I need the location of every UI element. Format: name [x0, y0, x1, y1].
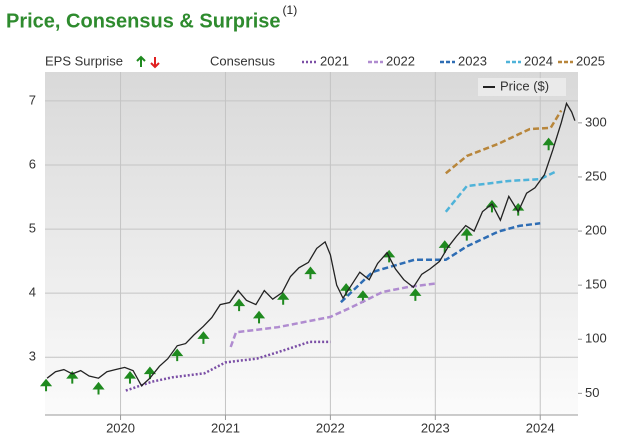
consensus-label: Consensus: [210, 53, 276, 68]
legend-label: 2023: [458, 53, 487, 68]
surprise-arrow: [66, 371, 79, 384]
surprise-arrow: [438, 240, 451, 253]
x-tick-label: 2024: [526, 420, 555, 435]
consensus-line: [340, 222, 541, 304]
surprise-arrow: [252, 310, 266, 324]
x-tick-label: 2022: [316, 420, 345, 435]
surprise-arrow: [92, 381, 105, 395]
legend: Consensus EPS Surprise 2021 2022 2023 2024 20…: [45, 53, 605, 96]
surprise-arrow: [277, 292, 290, 305]
legend-label: 2025: [576, 53, 605, 68]
legend-label: EPS Surprise: [45, 53, 123, 68]
x-tick-label: 2020: [106, 420, 135, 435]
price-legend-box: [478, 78, 566, 96]
y2-tick-label: 100: [585, 331, 607, 346]
consensus-line: [444, 170, 557, 213]
plot-area: [45, 72, 578, 415]
surprise-arrow: [304, 266, 317, 280]
surprise-arrow: [542, 137, 555, 151]
surprise-arrow: [460, 228, 473, 241]
grid: 3 4 5 6 7 50 100 150 200 250 300 2020 2021 2022 2023 20…: [29, 72, 607, 435]
y2-tick-label: 150: [585, 277, 607, 292]
legend-label: 2022: [386, 53, 415, 68]
consensus-line: [445, 109, 563, 175]
legend-label: 2021: [320, 53, 349, 68]
surprise-arrow: [409, 288, 422, 301]
chart-title: Price, Consensus & Surprise: [6, 10, 281, 32]
legend-label: 2024: [524, 53, 553, 68]
y2-tick-label: 250: [585, 168, 607, 183]
legend-down-arrow: [150, 57, 160, 69]
y-tick-label: 5: [29, 221, 36, 236]
legend-up-arrow: [136, 55, 146, 67]
surprise-arrow: [171, 348, 184, 362]
y-tick-label: 3: [29, 349, 36, 364]
price-line: [46, 101, 576, 387]
x-tick-label: 2023: [421, 420, 450, 435]
y-tick-label: 4: [29, 285, 36, 300]
consensus-line: [229, 282, 436, 348]
x-tick-label: 2021: [211, 420, 240, 435]
surprise-arrow: [123, 371, 137, 384]
marks: [39, 101, 576, 395]
y-tick-label: 6: [29, 156, 36, 171]
surprise-arrow: [197, 331, 210, 344]
y2-tick-label: 50: [585, 385, 599, 400]
title-note: (1): [283, 3, 298, 17]
y2-tick-label: 300: [585, 114, 607, 129]
y-tick-label: 7: [29, 92, 36, 107]
legend-label: Price ($): [500, 78, 549, 93]
surprise-arrow: [233, 298, 246, 312]
y2-tick-label: 200: [585, 222, 607, 237]
surprise-arrow: [39, 378, 53, 392]
consensus-line: [125, 340, 331, 392]
